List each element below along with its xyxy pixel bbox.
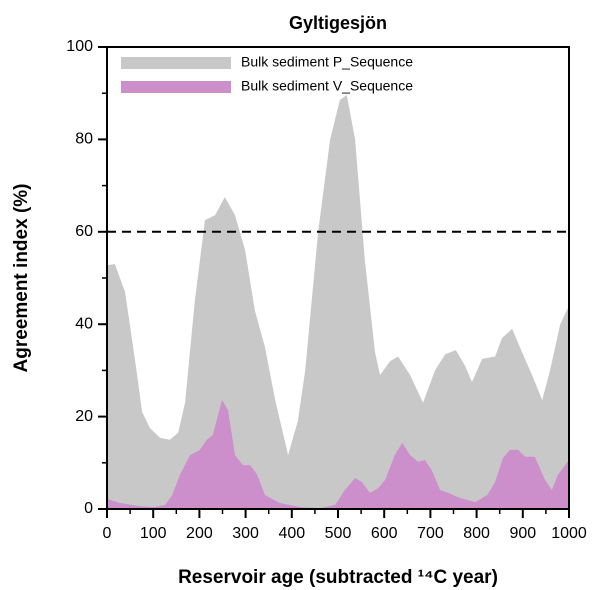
- chart-title: Gyltigesjön: [289, 13, 387, 33]
- legend-swatch: [121, 81, 231, 93]
- y-tick-label: 0: [84, 500, 93, 517]
- area: [107, 399, 569, 509]
- area: [107, 95, 569, 509]
- x-tick-label: 500: [325, 525, 352, 542]
- x-tick-label: 0: [103, 525, 112, 542]
- y-axis-label: Agreement index (%): [11, 184, 32, 373]
- x-axis-label: Reservoir age (subtracted ¹⁴C year): [178, 567, 498, 588]
- y-tick-label: 40: [75, 315, 93, 332]
- x-tick-label: 1000: [551, 525, 587, 542]
- x-tick-label: 900: [509, 525, 536, 542]
- y-tick-label: 100: [66, 38, 93, 55]
- x-tick-label: 600: [371, 525, 398, 542]
- y-tick-label: 20: [75, 408, 93, 425]
- legend-swatch: [121, 57, 231, 69]
- x-tick-label: 700: [417, 525, 444, 542]
- y-tick-label: 80: [75, 131, 93, 148]
- y-tick-label: 60: [75, 223, 93, 240]
- x-tick-label: 100: [140, 525, 167, 542]
- x-tick-label: 800: [463, 525, 490, 542]
- legend-label: Bulk sediment P_Sequence: [241, 54, 413, 70]
- x-tick-label: 300: [232, 525, 259, 542]
- legend-label: Bulk sediment V_Sequence: [241, 78, 413, 94]
- x-tick-label: 400: [278, 525, 305, 542]
- x-tick-label: 200: [186, 525, 213, 542]
